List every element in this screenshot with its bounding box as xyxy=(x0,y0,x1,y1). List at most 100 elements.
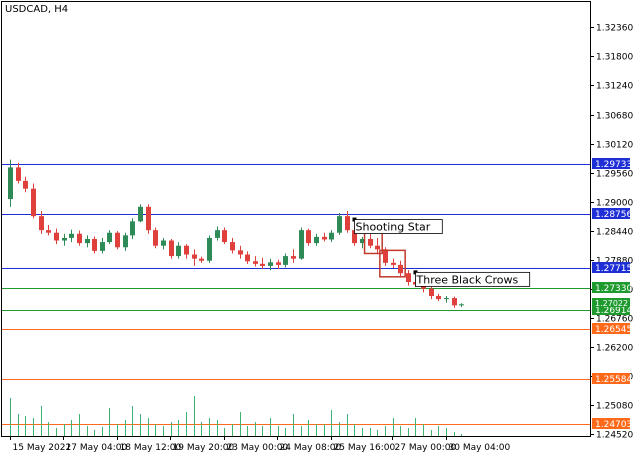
candle[interactable] xyxy=(8,159,13,207)
candle[interactable] xyxy=(283,253,288,268)
candle[interactable] xyxy=(375,237,380,254)
candle[interactable] xyxy=(31,183,36,219)
y-tick-label: 1.29000 xyxy=(596,199,633,209)
candle[interactable] xyxy=(444,296,449,303)
y-tick-label: 1.29560 xyxy=(596,170,633,180)
level-price-label: 1.26914 xyxy=(595,306,632,316)
candle[interactable] xyxy=(215,226,220,241)
candle-body xyxy=(62,237,67,241)
candle[interactable] xyxy=(238,245,243,259)
y-tick-label: 1.26200 xyxy=(596,344,633,354)
candle[interactable] xyxy=(69,229,74,243)
candle[interactable] xyxy=(130,218,135,239)
candle[interactable] xyxy=(153,227,158,249)
level-price-tag xyxy=(592,373,630,384)
candle-body xyxy=(375,245,380,250)
candle[interactable] xyxy=(85,235,90,248)
y-tick-label: 1.25080 xyxy=(596,402,633,412)
candle[interactable] xyxy=(39,210,44,234)
candle[interactable] xyxy=(115,231,120,250)
candle[interactable] xyxy=(314,233,319,246)
candle[interactable] xyxy=(146,204,151,234)
x-tick-label: 18 May 12:00 xyxy=(120,443,182,453)
candle-body xyxy=(153,230,158,246)
candle[interactable] xyxy=(406,270,411,286)
candle[interactable] xyxy=(62,233,67,246)
candle[interactable] xyxy=(291,249,296,263)
candle[interactable] xyxy=(230,237,235,254)
level-price-label: 1.29733 xyxy=(595,160,632,170)
x-tick-label: 15 May 2022 xyxy=(13,443,72,453)
candle[interactable] xyxy=(245,251,250,264)
level-lines xyxy=(2,164,590,425)
candle-body xyxy=(39,216,44,231)
candle[interactable] xyxy=(360,236,365,249)
candle[interactable] xyxy=(92,236,97,254)
annotation-box xyxy=(415,271,531,287)
candle-body xyxy=(146,206,151,231)
candle[interactable] xyxy=(54,228,59,245)
candle[interactable] xyxy=(46,224,51,236)
volume-bars xyxy=(10,396,462,436)
level-price-label: 1.25584 xyxy=(595,375,632,385)
x-tick-label: 17 May 04:00 xyxy=(66,443,128,453)
candle[interactable] xyxy=(452,296,457,308)
candle[interactable] xyxy=(138,204,143,223)
candle-body xyxy=(123,235,128,248)
candle[interactable] xyxy=(161,237,166,250)
candle[interactable] xyxy=(337,213,342,235)
candle[interactable] xyxy=(322,232,327,242)
candle[interactable] xyxy=(77,230,82,246)
plot-frame xyxy=(1,1,591,437)
candle[interactable] xyxy=(184,244,189,259)
candle[interactable] xyxy=(123,232,128,251)
y-tick-label: 1.30120 xyxy=(596,141,633,151)
candle[interactable] xyxy=(176,242,181,259)
candle[interactable] xyxy=(436,293,441,302)
x-tick-label: 25 May 16:00 xyxy=(334,443,396,453)
candle-body xyxy=(192,254,197,259)
candle-body xyxy=(23,180,28,189)
candle-body xyxy=(314,236,319,244)
candle[interactable] xyxy=(329,230,334,243)
candle[interactable] xyxy=(100,237,105,254)
candle-body xyxy=(107,232,112,243)
candle[interactable] xyxy=(268,258,273,271)
candle[interactable] xyxy=(276,259,281,270)
y-tick-label: 1.32360 xyxy=(596,24,633,34)
candle-body xyxy=(222,230,227,243)
candle[interactable] xyxy=(398,260,403,277)
candle[interactable] xyxy=(391,258,396,268)
y-tick-label: 1.27880 xyxy=(596,257,633,267)
candle-body xyxy=(383,249,388,263)
candle[interactable] xyxy=(199,256,204,263)
candle-body xyxy=(398,264,403,274)
candle[interactable] xyxy=(23,176,28,193)
candle[interactable] xyxy=(169,238,174,259)
candle[interactable] xyxy=(192,249,197,266)
candle[interactable] xyxy=(260,257,265,270)
candle[interactable] xyxy=(222,227,227,245)
candle[interactable] xyxy=(107,230,112,245)
y-tick-label: 1.30680 xyxy=(596,112,633,122)
candle[interactable] xyxy=(459,303,464,307)
candle[interactable] xyxy=(16,162,21,184)
pattern-box xyxy=(379,249,406,278)
candle-body xyxy=(115,232,120,248)
candle-body xyxy=(276,262,281,265)
candle-body xyxy=(69,233,74,238)
level-price-tag xyxy=(592,262,630,273)
candle[interactable] xyxy=(306,228,311,246)
candle-body xyxy=(207,237,212,261)
candle[interactable] xyxy=(299,227,304,260)
candle[interactable] xyxy=(207,235,212,263)
pattern-annotations: Shooting Star Three Black Crows xyxy=(352,217,531,287)
y-tick-label: 1.31800 xyxy=(596,53,633,63)
x-tick-label: 24 May 08:00 xyxy=(280,443,342,453)
candle[interactable] xyxy=(253,256,258,267)
candle[interactable] xyxy=(429,286,434,300)
candle[interactable] xyxy=(345,210,350,233)
